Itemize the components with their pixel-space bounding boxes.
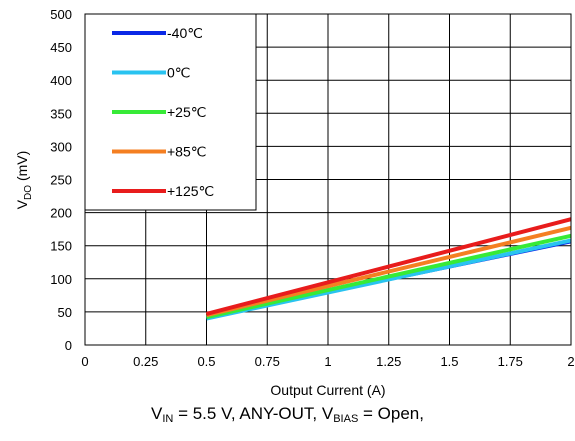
y-tick-label: 200	[50, 206, 72, 221]
y-tick-labels: 0 50 100 150 200 250 300 350 400 450 500	[50, 7, 72, 353]
series-line	[206, 233, 572, 320]
caption-vin-main: V	[151, 404, 163, 423]
series-line	[205, 217, 572, 316]
x-tick-label: 2	[567, 354, 574, 369]
x-axis-title: Output Current (A)	[270, 382, 385, 398]
x-tick-label: 1.75	[498, 354, 523, 369]
caption-vbias-main: V	[321, 404, 334, 423]
series-lines	[205, 217, 572, 321]
y-tick-label: 500	[50, 7, 72, 22]
condition-caption: VIN = 5.5 V, ANY-OUT, VBIAS = Open,	[0, 404, 575, 425]
x-tick-label: 1	[324, 354, 331, 369]
legend: -40℃ 0℃ +25℃ +85℃ +125℃	[84, 13, 257, 211]
legend-label: +125℃	[167, 183, 214, 199]
legend-label: -40℃	[167, 25, 203, 41]
x-tick-label: 0.5	[197, 354, 215, 369]
legend-label: +85℃	[167, 144, 206, 160]
y-tick-label: 400	[50, 73, 72, 88]
y-axis-title-rest: (mV)	[14, 151, 30, 185]
x-tick-label: 0.75	[255, 354, 280, 369]
series-line	[206, 225, 572, 318]
y-tick-label: 150	[50, 239, 72, 254]
plot-frame	[84, 13, 572, 346]
y-tick-label: 100	[50, 272, 72, 287]
y-tick-label: 0	[65, 338, 72, 353]
caption-vin-rest: = 5.5 V, ANY-OUT,	[173, 404, 322, 423]
y-tick-label: 350	[50, 106, 72, 121]
y-axis-title-sub: DO	[23, 185, 34, 200]
y-tick-label: 300	[50, 139, 72, 154]
y-tick-label: 50	[58, 305, 72, 320]
caption-vbias-rest: = Open,	[358, 404, 424, 423]
y-tick-label: 450	[50, 40, 72, 55]
y-axis-title-main: V	[14, 199, 30, 209]
legend-label: +25℃	[167, 104, 206, 120]
x-tick-label: 1.25	[376, 354, 401, 369]
caption-vbias-sub: BIAS	[333, 413, 359, 425]
y-axis-title: VDO (mV)	[14, 151, 34, 210]
caption-vin-sub: IN	[162, 413, 174, 425]
x-tick-label: 1.5	[440, 354, 458, 369]
x-tick-labels: 0 0.25 0.5 0.75 1 1.25 1.5 1.75 2	[81, 354, 574, 369]
y-tick-label: 250	[50, 173, 72, 188]
x-tick-label: 0	[81, 354, 88, 369]
legend-label: 0℃	[167, 65, 191, 81]
chart-svg: -40℃ 0℃ +25℃ +85℃ +125℃ 0 0.25 0.5 0.75 1 1.25 1.5…	[14, 7, 575, 398]
x-tick-label: 0.25	[133, 354, 158, 369]
